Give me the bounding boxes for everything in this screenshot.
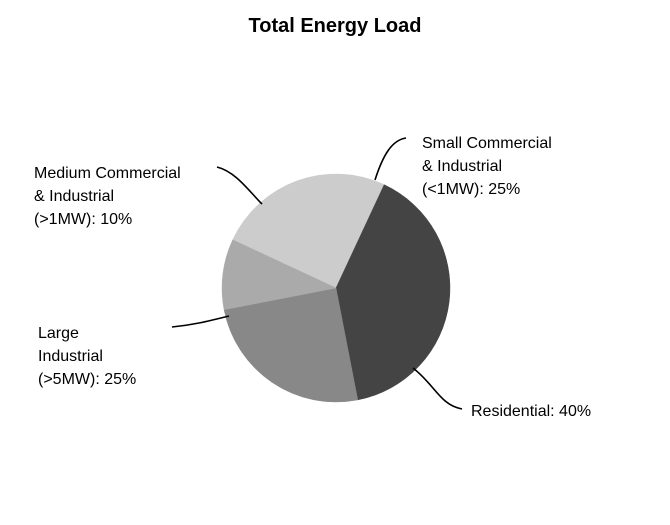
slice-label-line: (>1MW): 10% xyxy=(34,211,132,228)
slice-label-line: Small Commercial xyxy=(422,135,552,152)
pie-slice xyxy=(335,184,451,401)
slice-label: Large Industrial (>5MW): 25% xyxy=(38,325,136,388)
slice-label: Residential: 40% xyxy=(471,403,591,420)
slice-label-line: Large xyxy=(38,325,79,342)
leader-line xyxy=(412,367,463,410)
pie-slice xyxy=(223,287,359,403)
pie-slice xyxy=(221,239,337,311)
leader-line xyxy=(374,137,407,181)
slice-label-line: Residential: 40% xyxy=(471,403,591,420)
slice-label-line: (<1MW): 25% xyxy=(422,181,520,198)
slice-label-line: (>5MW): 25% xyxy=(38,371,136,388)
slice-label-line: & Industrial xyxy=(422,158,502,175)
slice-label-line: Industrial xyxy=(38,348,103,365)
leader-line xyxy=(171,315,230,328)
slice-label: Medium Commercial & Industrial (>1MW): 10% xyxy=(34,165,181,228)
leader-line xyxy=(216,166,263,205)
chart-title: Total Energy Load xyxy=(248,15,422,37)
slice-label: Small Commercial & Industrial (<1MW): 25% xyxy=(422,135,552,198)
pie-slice xyxy=(232,173,385,289)
slice-label-line: Medium Commercial xyxy=(34,165,181,182)
slice-label-line: & Industrial xyxy=(34,188,114,205)
